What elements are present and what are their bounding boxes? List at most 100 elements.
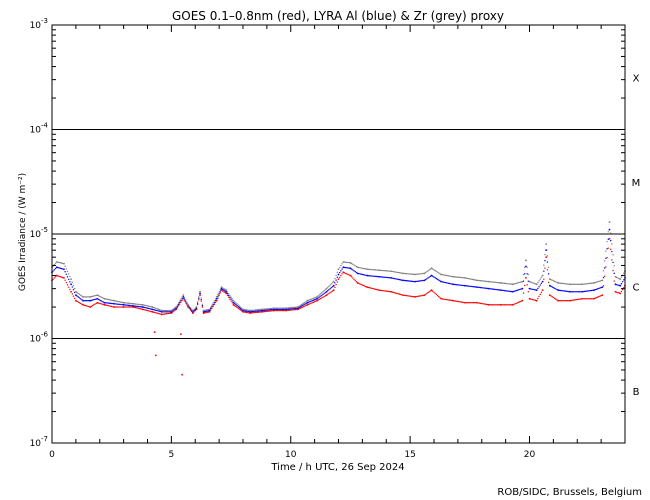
data-point [81, 295, 83, 297]
data-point [53, 277, 56, 279]
data-point [588, 290, 590, 292]
data-point [96, 301, 99, 304]
data-point [342, 271, 345, 274]
data-point [94, 303, 96, 305]
data-point [58, 275, 60, 278]
data-point [483, 280, 485, 282]
data-point [288, 307, 291, 309]
data-point [359, 273, 361, 275]
data-point [180, 299, 182, 302]
data-point [163, 313, 165, 315]
data-point [253, 309, 255, 311]
data-point [219, 288, 222, 291]
data-point [245, 309, 248, 311]
data-point [335, 279, 337, 281]
data-point [491, 304, 494, 306]
data-point [128, 304, 131, 307]
data-point [266, 308, 268, 310]
data-point [428, 291, 430, 293]
data-point [435, 293, 438, 296]
data-point [521, 299, 524, 302]
data-point [380, 289, 383, 292]
data-point [329, 291, 331, 294]
data-point [233, 302, 236, 305]
data-point [459, 301, 461, 303]
data-point [287, 307, 290, 309]
data-point [593, 282, 595, 284]
data-point [376, 288, 378, 291]
data-point [359, 283, 361, 285]
data-point [176, 305, 179, 308]
data-point [286, 307, 288, 309]
data-point [239, 306, 242, 308]
data-point [378, 269, 380, 272]
data-point [191, 312, 194, 315]
data-point [138, 303, 140, 306]
data-point [96, 294, 99, 297]
data-point [469, 278, 471, 280]
data-point [423, 279, 426, 282]
data-point [354, 270, 356, 273]
data-point [274, 309, 276, 312]
data-point [340, 270, 342, 272]
data-point [623, 286, 625, 289]
data-point [472, 302, 475, 304]
data-point [368, 275, 371, 277]
data-point [324, 291, 327, 294]
data-point [507, 283, 509, 285]
x-tick-label: 0 [49, 450, 55, 460]
data-point [146, 305, 149, 307]
data-point [59, 262, 62, 264]
series-0 [51, 237, 626, 316]
data-point [614, 283, 617, 286]
y-tick-label: 10-5 [30, 226, 48, 240]
data-point [421, 272, 423, 275]
data-point [304, 303, 306, 305]
data-point [476, 286, 478, 289]
data-point [590, 289, 593, 292]
data-point [245, 311, 248, 314]
data-point [81, 299, 83, 301]
data-point [201, 303, 204, 306]
data-point [559, 289, 562, 292]
data-point [584, 298, 587, 300]
data-point [331, 286, 334, 288]
data-point [90, 299, 93, 302]
data-point [244, 309, 247, 311]
data-point [617, 277, 619, 279]
data-point [87, 299, 89, 302]
data-point [598, 295, 600, 298]
data-point [426, 270, 428, 273]
data-point [330, 287, 333, 289]
data-point [607, 238, 609, 240]
data-point [544, 267, 546, 269]
data-point [282, 308, 285, 311]
data-point [482, 287, 484, 289]
data-point [249, 309, 252, 312]
data-point [278, 309, 280, 312]
data-point [404, 272, 407, 275]
data-point [134, 305, 137, 307]
data-point [590, 298, 593, 300]
data-point [85, 299, 88, 302]
data-point [157, 310, 159, 312]
data-point [168, 312, 170, 315]
data-point [298, 305, 300, 307]
flare-class-label: B [633, 387, 640, 398]
data-point [235, 303, 237, 306]
data-point [306, 299, 309, 302]
data-point [290, 309, 292, 311]
data-point [572, 291, 575, 293]
data-point [373, 275, 376, 277]
x-axis-ticks: 0 5 10 15 20 [49, 25, 626, 460]
data-point [119, 301, 121, 303]
data-point [621, 281, 624, 283]
data-point [623, 272, 625, 274]
data-point [255, 311, 257, 314]
data-point [191, 310, 194, 313]
data-point [195, 306, 198, 308]
data-point [515, 289, 518, 292]
data-point [380, 276, 383, 278]
data-point [477, 286, 479, 289]
data-point [601, 286, 604, 289]
